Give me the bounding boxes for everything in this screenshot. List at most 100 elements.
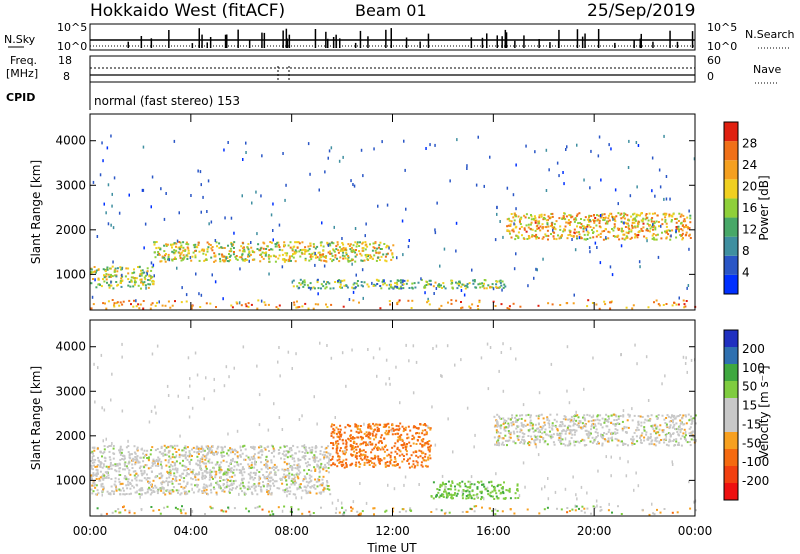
data-cell [420,464,423,467]
data-cell [179,253,182,256]
data-cell [586,230,589,233]
data-cell [519,223,522,225]
data-cell [304,249,307,251]
data-cell [566,428,569,431]
data-cell [102,268,105,271]
noise-cell [622,409,625,413]
nsky-tick-top: 10^5 [57,21,87,34]
data-cell [394,457,397,460]
data-cell [390,459,393,462]
data-cell [603,213,606,216]
data-cell [467,480,470,483]
data-cell [91,468,94,471]
data-cell [169,463,172,466]
data-cell [163,444,166,447]
data-cell [522,435,525,438]
data-cell [178,453,181,456]
noise-cell [573,440,575,444]
data-cell [409,444,412,447]
data-cell [368,459,371,462]
data-cell [195,447,198,450]
data-cell [688,432,691,435]
data-cell [658,441,661,444]
data-cell [130,276,133,279]
data-cell [102,485,105,488]
data-cell [535,427,538,430]
ground-scatter-cell [641,508,644,511]
noise-cell [241,477,243,481]
noise-cell [625,474,628,478]
noise-cell [101,406,103,410]
data-cell [213,467,215,470]
noise-cell [578,236,581,240]
data-cell [633,414,636,417]
data-cell [287,490,289,493]
data-cell [577,222,580,225]
data-cell [245,259,248,261]
data-cell [99,465,102,468]
data-cell [307,481,310,484]
data-cell [304,259,307,262]
noise-cell [500,351,503,354]
data-cell [232,471,235,474]
noise-cell [524,485,526,489]
data-cell [242,477,245,480]
data-cell [304,257,307,260]
data-cell [363,461,366,464]
data-cell [639,415,642,418]
data-cell [228,250,231,253]
data-cell [634,226,637,229]
data-cell [211,246,214,248]
data-cell [174,463,177,466]
data-cell [436,488,439,491]
data-cell [500,491,502,494]
data-cell [300,486,302,489]
data-cell [173,249,176,252]
data-cell [95,478,98,480]
data-cell [104,269,107,272]
data-cell [476,487,479,490]
data-cell [622,414,625,417]
ytick-label: 4000 [55,134,86,148]
noise-cell [544,485,546,489]
data-cell [223,473,226,475]
data-cell [103,274,105,277]
data-cell [201,472,204,475]
data-cell [354,241,357,244]
data-cell [543,216,545,219]
data-cell [466,286,469,289]
data-cell [536,228,539,230]
data-cell [669,424,672,427]
data-cell [189,454,192,457]
data-cell [652,228,654,231]
data-cell [496,280,498,283]
data-cell [168,480,171,483]
data-cell [230,250,233,253]
data-cell [287,450,290,453]
ground-scatter-cell [277,506,280,509]
data-cell [109,274,112,276]
data-cell [384,255,387,258]
data-cell [590,428,592,431]
data-cell [357,284,360,287]
data-cell [607,220,609,223]
data-cell [147,467,150,470]
noise-cell [223,384,226,388]
data-cell [91,450,94,453]
data-cell [96,465,99,468]
data-cell [111,265,114,268]
data-cell [308,490,310,493]
data-cell [95,286,98,289]
data-cell [147,457,150,460]
ground-scatter-cell [184,512,187,515]
ground-scatter-cell [235,301,238,304]
data-cell [127,480,130,483]
data-cell [614,235,616,238]
data-cell [675,227,678,230]
data-cell [469,485,472,488]
noise-cell [103,464,105,468]
noise-cell [572,475,574,479]
noise-cell [111,442,113,445]
data-cell [566,237,569,240]
noise-cell [415,360,418,364]
